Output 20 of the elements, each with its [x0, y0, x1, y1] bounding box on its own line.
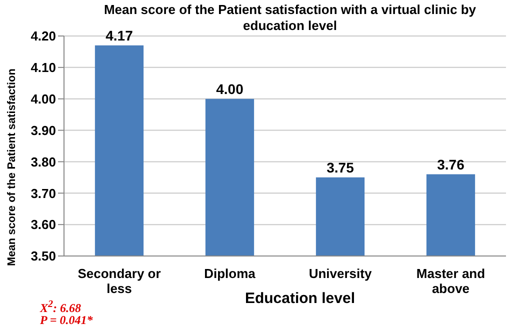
y-axis-title: Mean score of the Patient satisfaction — [6, 68, 18, 266]
x-axis-title: Education level — [244, 290, 356, 307]
x-tick-label: University — [308, 266, 372, 281]
y-tick-label: 4.10 — [30, 60, 56, 76]
x-tick-label: Diploma — [204, 266, 256, 281]
y-tick-label: 4.00 — [30, 91, 56, 106]
data-label: 3.75 — [326, 159, 354, 176]
y-tick-label: 3.90 — [30, 122, 56, 138]
x-tick-label: Secondary or less — [78, 266, 161, 296]
y-tick-label: 3.60 — [30, 217, 56, 232]
y-tick-label: 3.70 — [30, 186, 56, 201]
y-tick-label: 3.50 — [30, 248, 56, 264]
x-tick-label: Master and above — [416, 266, 486, 296]
text: P = 0.041* — [40, 313, 93, 327]
data-label: 4.00 — [216, 80, 244, 97]
data-label: 3.76 — [437, 156, 465, 172]
text: X$^{2}$: 6.68 — [40, 299, 82, 315]
y-tick-label: 3.80 — [30, 154, 56, 170]
data-label: 4.17 — [106, 27, 134, 44]
y-tick-label: 4.20 — [30, 28, 56, 44]
